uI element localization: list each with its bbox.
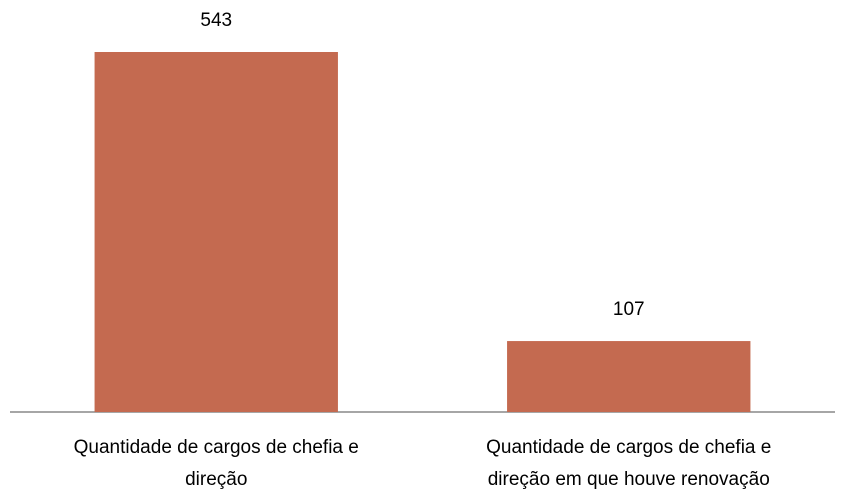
data-label: 107 [613,299,645,320]
x-tick-label: Quantidade de cargos de chefia e direção [73,437,359,490]
data-label: 543 [200,10,232,31]
x-tick-label: Quantidade de cargos de chefia e direção… [486,437,772,490]
bar [507,341,751,412]
bar [94,52,338,412]
